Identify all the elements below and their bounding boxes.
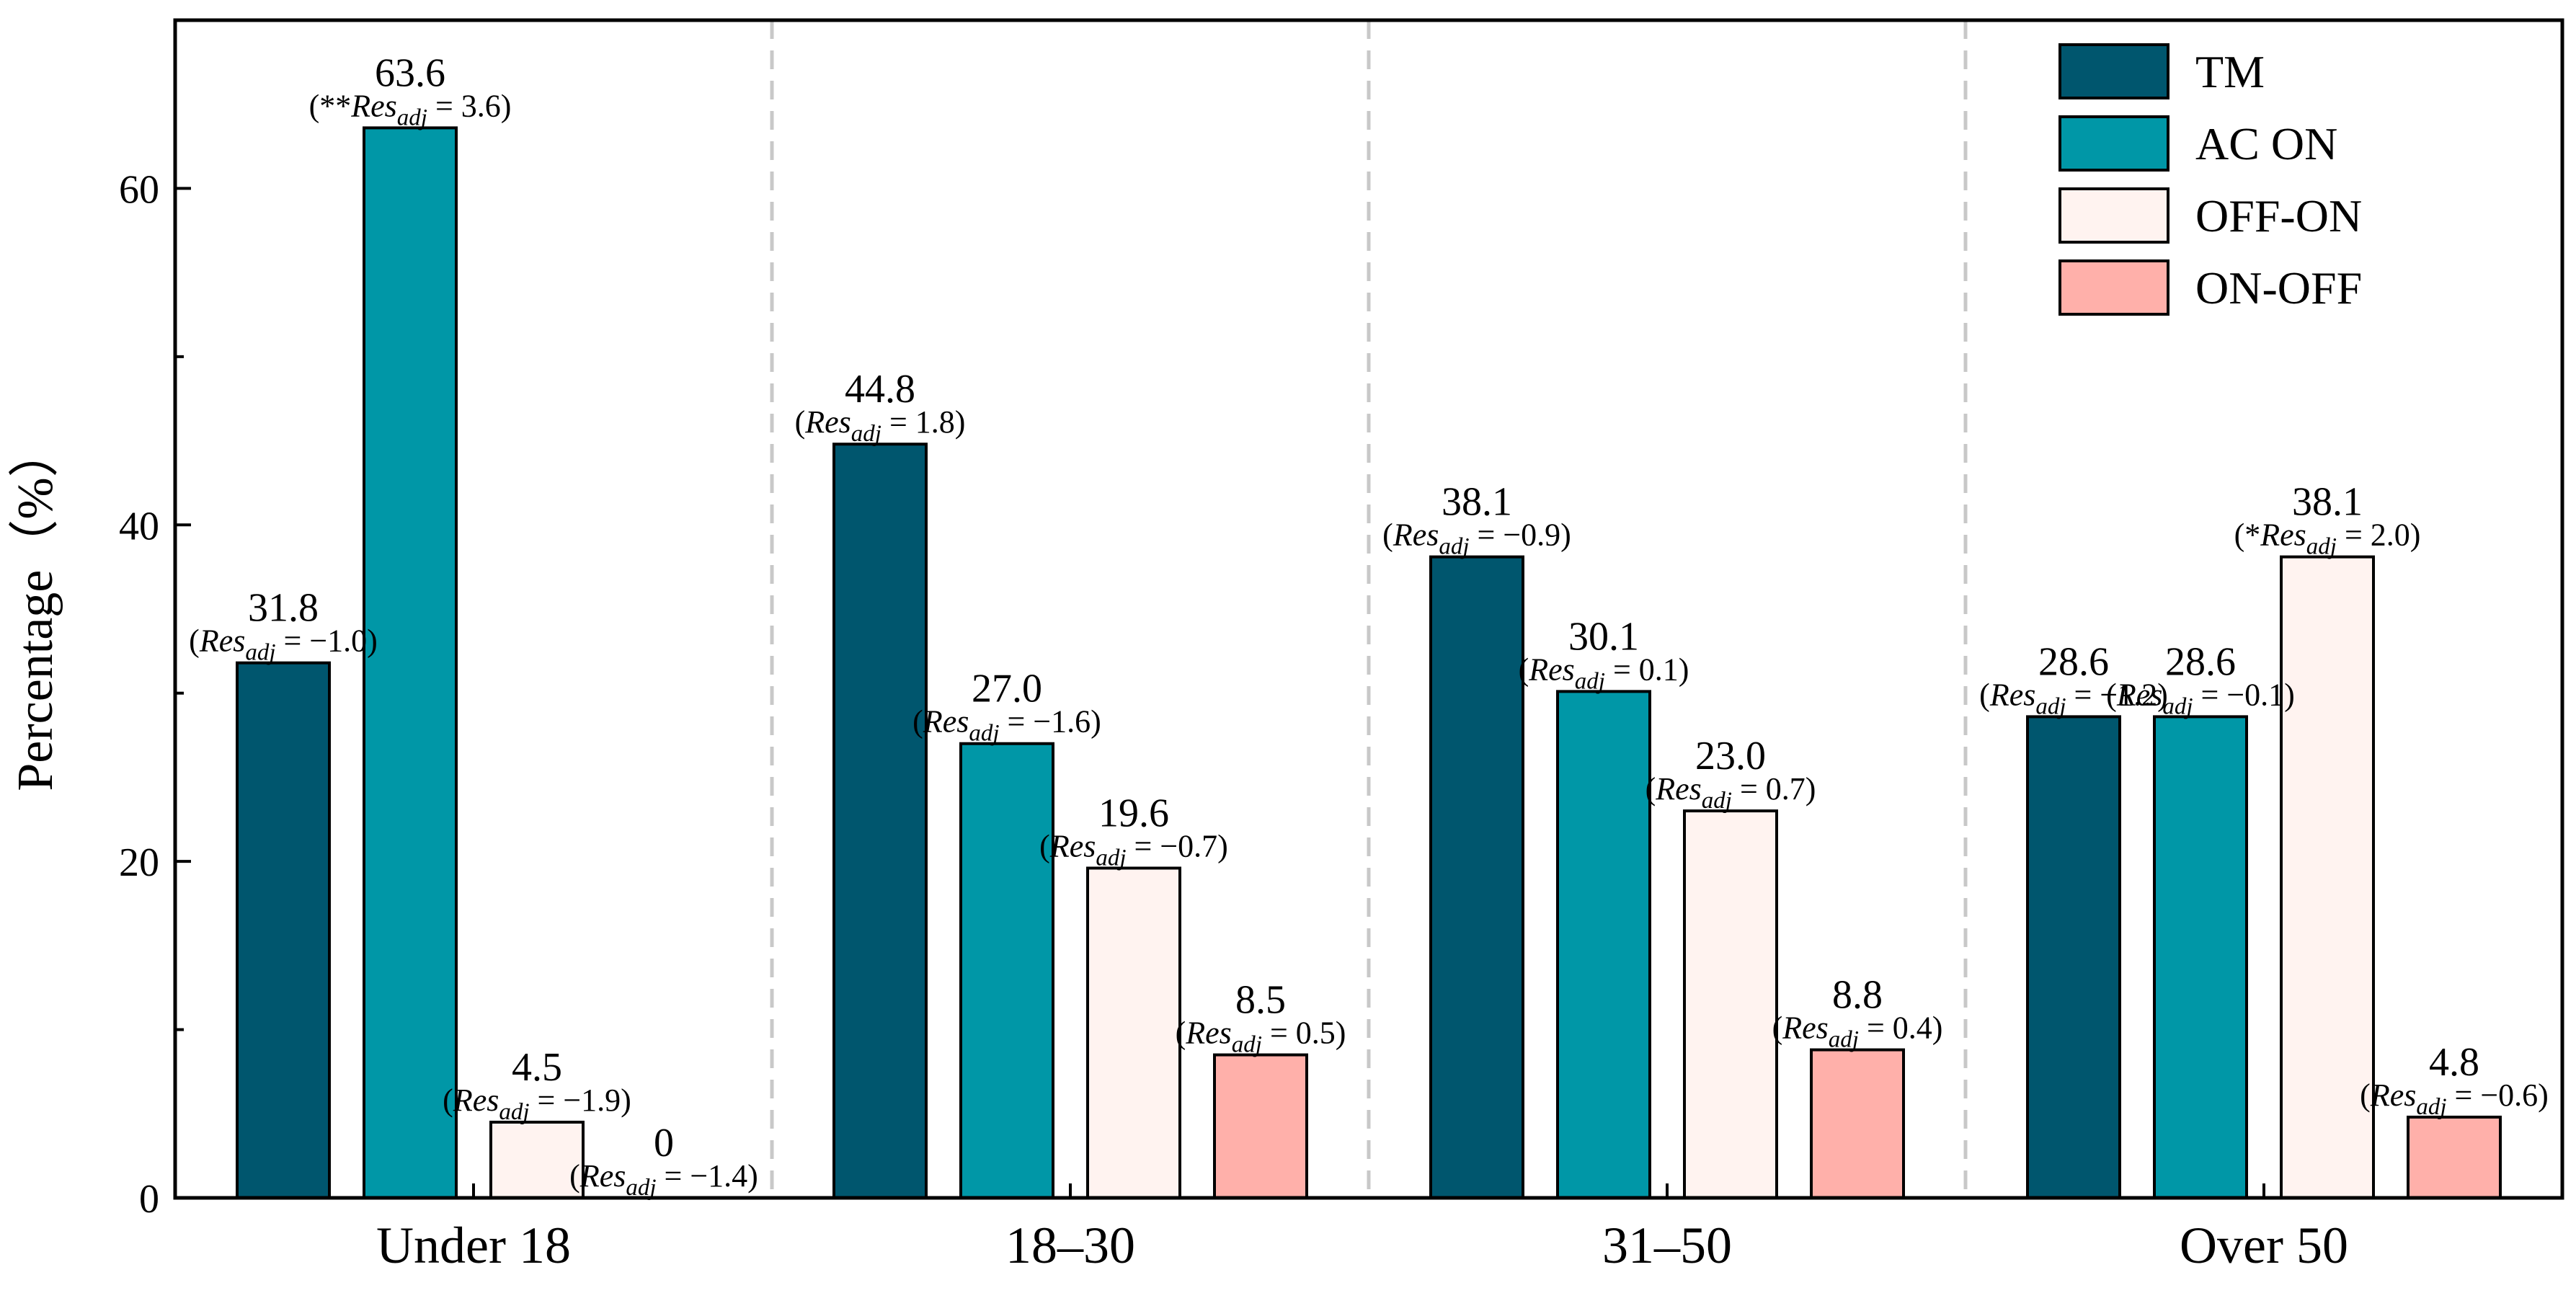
residual-annotation: (Resadj = 0.4) <box>1772 1010 1943 1053</box>
bar-off-on <box>1683 809 1778 1199</box>
x-category-label: 31–50 <box>1602 1217 1732 1274</box>
value-label: 28.6 <box>2038 639 2109 684</box>
residual-annotation: (Resadj = −0.1) <box>2106 677 2295 719</box>
residual-annotation: (**Resadj = 3.6) <box>309 88 512 130</box>
residual-annotation: (*Resadj = 2.0) <box>2234 517 2421 560</box>
value-labels: 31.8 63.6 4.5 0 44.8 27.0 19.6 8.5 38.1 30.1 23.0 8… <box>248 50 2479 1165</box>
legend-swatch-tm <box>2058 43 2169 99</box>
bars <box>236 126 2502 1200</box>
bar-tm <box>1429 555 1524 1199</box>
value-label: 8.5 <box>1235 978 1286 1023</box>
legend-swatch-ac-on <box>2058 115 2169 172</box>
x-category-label: 18–30 <box>1005 1217 1135 1274</box>
value-label: 0 <box>654 1121 674 1165</box>
value-label: 63.6 <box>375 50 445 95</box>
y-tick-label: 40 <box>119 504 159 548</box>
value-label: 31.8 <box>248 586 319 631</box>
value-label: 44.8 <box>845 367 915 412</box>
value-label: 4.8 <box>2429 1040 2479 1085</box>
bar-on-off <box>1810 1048 1905 1200</box>
residual-annotations: (Resadj = −1.0) (**Resadj = 3.6) (Resadj =… <box>189 88 2549 1201</box>
value-label: 4.5 <box>512 1045 562 1090</box>
value-label: 27.0 <box>972 667 1042 711</box>
legend-swatch-on-off <box>2058 259 2169 316</box>
residual-annotation: (Resadj = −1.6) <box>912 704 1101 747</box>
y-axis-label: Percentage（%） <box>8 427 63 791</box>
residual-annotation: (Resadj = −1.4) <box>569 1158 758 1201</box>
y-axis: 0 20 40 60 <box>119 167 191 1222</box>
value-label: 38.1 <box>1442 480 1512 525</box>
residual-annotation: (Resadj = −1.0) <box>189 623 378 666</box>
legend-label-on-off: ON-OFF <box>2195 262 2362 314</box>
legend-swatch-off-on <box>2058 187 2169 244</box>
bar-tm <box>832 443 928 1199</box>
y-tick-label: 20 <box>119 840 159 885</box>
bar-off-on <box>2280 555 2375 1199</box>
bar-on-off <box>2407 1115 2502 1200</box>
bar-off-on <box>1086 866 1181 1199</box>
legend-label-tm: TM <box>2195 46 2265 97</box>
bar-off-on <box>489 1120 585 1200</box>
residual-annotation: (Resadj = −1.9) <box>443 1083 631 1125</box>
y-tick-label: 60 <box>119 167 159 212</box>
x-axis: Under 18 18–30 31–50 Over 50 <box>376 1183 2348 1274</box>
residual-annotation: (Resadj = −1.2) <box>1979 677 2168 719</box>
y-tick-label: 0 <box>139 1177 159 1222</box>
bar-tm <box>2026 715 2121 1199</box>
group-separators <box>770 20 1968 1198</box>
bar-ac-on <box>363 126 458 1199</box>
residual-annotation: (Resadj = −0.9) <box>1382 517 1571 560</box>
value-label: 8.8 <box>1832 973 1883 1018</box>
residual-annotation: (Resadj = 1.8) <box>795 404 966 447</box>
bar-ac-on <box>2153 715 2248 1199</box>
value-label: 19.6 <box>1098 791 1169 835</box>
bar-ac-on <box>959 742 1054 1199</box>
legend-label-off-on: OFF-ON <box>2195 190 2362 241</box>
plot-frame <box>173 18 2564 1200</box>
value-label: 23.0 <box>1695 734 1766 778</box>
bar-ac-on <box>1556 690 1651 1199</box>
residual-annotation: (Resadj = −0.7) <box>1039 828 1228 871</box>
residual-annotation: (Resadj = 0.5) <box>1176 1016 1346 1058</box>
x-category-label: Under 18 <box>376 1217 571 1274</box>
value-label: 38.1 <box>2292 480 2363 525</box>
bar-on-off <box>1213 1053 1308 1199</box>
legend-label-ac-on: AC ON <box>2195 118 2337 169</box>
residual-annotation: (Resadj = −0.6) <box>2360 1078 2549 1120</box>
value-label: 28.6 <box>2165 639 2236 684</box>
value-label: 30.1 <box>1568 614 1639 659</box>
x-category-label: Over 50 <box>2180 1217 2348 1274</box>
bar-tm <box>236 661 331 1199</box>
legend: TM AC ON OFF-ON ON-OFF <box>2058 43 2362 316</box>
residual-annotation: (Resadj = 0.1) <box>1519 652 1689 694</box>
residual-annotation: (Resadj = 0.7) <box>1645 771 1816 814</box>
